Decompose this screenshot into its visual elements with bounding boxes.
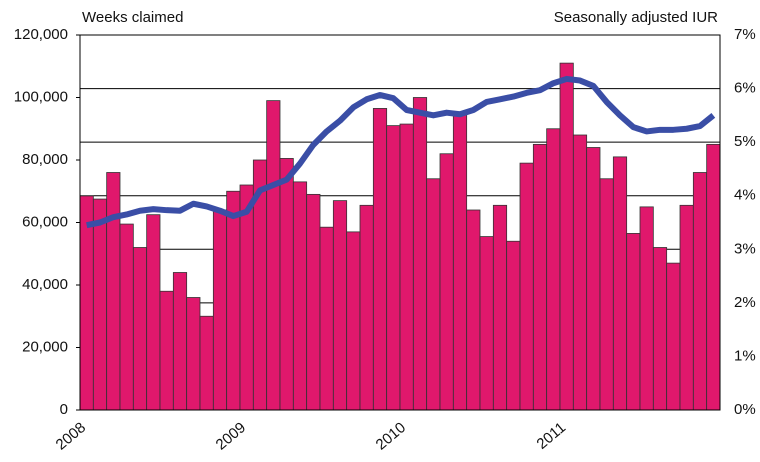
bar (706, 143, 721, 411)
bar (559, 62, 574, 411)
bar (546, 128, 561, 411)
bar (666, 262, 681, 411)
y2-tick-label: 0% (734, 401, 756, 418)
bar (92, 198, 108, 411)
bar (492, 204, 508, 411)
bar (386, 125, 401, 411)
bar (279, 158, 294, 411)
bar (466, 209, 481, 411)
bar (519, 162, 534, 411)
bar (599, 178, 614, 411)
bar (439, 153, 454, 411)
bar (212, 209, 228, 411)
x-tick-label: 2008 (53, 419, 89, 453)
bar (319, 226, 334, 411)
bar (639, 206, 654, 411)
bar (106, 172, 121, 411)
bar (586, 147, 601, 411)
bar (306, 193, 321, 411)
bar (266, 100, 281, 411)
bar (612, 156, 628, 411)
y-tick-label: 0 (60, 401, 68, 418)
plot-frame (79, 34, 721, 411)
bar (332, 200, 348, 411)
y-axis-label: Weeks claimed (82, 9, 183, 26)
bar (426, 178, 441, 411)
x-tick-label: 2009 (213, 419, 249, 453)
y2-tick-label: 4% (734, 187, 756, 204)
bar (692, 172, 708, 411)
bar (239, 184, 254, 411)
y2-axis-label: Seasonally adjusted IUR (554, 9, 718, 26)
line (86, 75, 716, 229)
y2-tick-label: 2% (734, 294, 756, 311)
bar (159, 290, 174, 411)
bar (679, 204, 694, 411)
bar (292, 181, 308, 411)
bar (119, 223, 134, 411)
y-tick-label: 80,000 (22, 151, 68, 168)
x-tick-label: 2010 (373, 419, 409, 453)
y-tick-label: 100,000 (14, 88, 68, 105)
bar (132, 247, 148, 411)
bar (452, 112, 468, 411)
bar (652, 247, 668, 411)
bar (186, 297, 201, 411)
bar (359, 204, 374, 411)
y-tick-label: 20,000 (22, 338, 68, 355)
x-tick-label: 2011 (533, 419, 569, 453)
bar (146, 214, 161, 411)
bar (412, 97, 428, 411)
bar (372, 108, 388, 411)
bar (172, 272, 188, 411)
y-tick-label: 40,000 (22, 276, 68, 293)
y2-tick-label: 5% (734, 133, 756, 150)
y2-tick-label: 3% (734, 240, 756, 257)
bar (399, 123, 414, 411)
y2-tick-label: 1% (734, 347, 756, 364)
bar (346, 231, 361, 411)
bar (572, 134, 588, 411)
y-tick-label: 60,000 (22, 213, 68, 230)
bar (506, 240, 521, 411)
bar (479, 236, 494, 411)
bar (199, 315, 214, 411)
bar (532, 143, 548, 411)
y2-tick-label: 7% (734, 26, 756, 43)
bar (79, 195, 94, 411)
bar (626, 233, 641, 411)
y-tick-label: 120,000 (14, 26, 68, 43)
bar (226, 190, 241, 411)
y2-tick-label: 6% (734, 80, 756, 97)
